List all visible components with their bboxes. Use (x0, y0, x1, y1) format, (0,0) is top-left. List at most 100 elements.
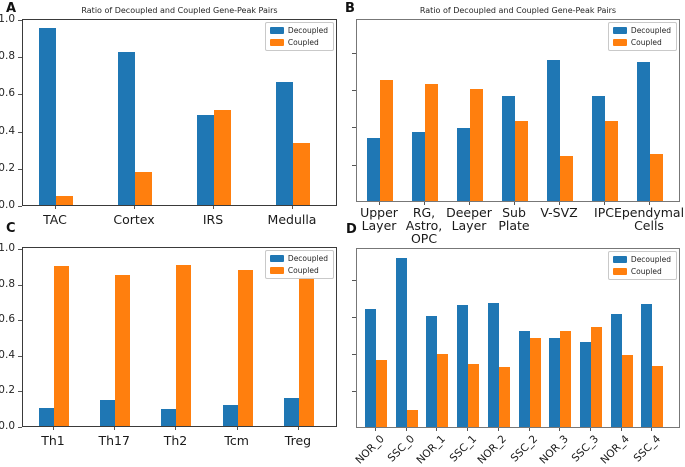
ytick-a (18, 94, 22, 96)
ytick-label-a-0-2: 0.2 (0, 161, 15, 174)
bar-b-ependymal-cells-decoupled (637, 61, 651, 201)
xtick-label-medulla: Medulla (267, 212, 317, 227)
legend-entry-coupled: Coupled (269, 38, 328, 47)
bar-b-rg-astro-opc-coupled (425, 84, 438, 201)
xtick-c (175, 427, 177, 430)
bar-d-nor-2-decoupled (487, 302, 499, 427)
bar-c-tcm-decoupled (222, 404, 238, 426)
xtick-label-ependymal-cells: Ependymal Cells (613, 205, 685, 234)
bar-a-cortex-coupled (135, 171, 152, 205)
bar-c-treg-decoupled (283, 398, 299, 426)
xtick-label-nor-3: NOR_3 (537, 433, 571, 467)
xtick-c (236, 427, 238, 430)
bar-a-medulla-decoupled (276, 82, 294, 205)
xtick-label-sub-plate: Sub Plate (498, 205, 530, 234)
legend-swatch-decoupled-icon (612, 27, 627, 35)
legend-swatch-decoupled-icon (269, 27, 284, 35)
bar-a-cortex-decoupled (118, 52, 135, 205)
xtick-a (134, 206, 135, 209)
bar-c-th2-decoupled (161, 409, 177, 426)
bar-c-th17-coupled (115, 274, 131, 426)
bar-a-irs-coupled (214, 110, 232, 205)
ytick-b (352, 52, 356, 54)
bar-d-ssc-4-decoupled (641, 303, 653, 427)
bar-b-upper-layer-decoupled (367, 137, 380, 201)
xtick-d (405, 428, 407, 431)
xtick-b (424, 202, 425, 205)
bar-a-tac-coupled (56, 195, 73, 205)
legend-entry-coupled: Coupled (612, 37, 671, 47)
bar-d-ssc-4-coupled (652, 365, 664, 427)
bar-d-ssc-2-coupled (529, 337, 541, 427)
bar-d-ssc-2-decoupled (518, 330, 530, 427)
xtick-label-tcm: Tcm (224, 433, 249, 448)
ytick-label-c-0-4: 0.4 (0, 348, 15, 361)
bar-b-deeper-layer-decoupled (457, 128, 470, 201)
legend-entry-coupled: Coupled (612, 267, 671, 276)
xtick-c (297, 427, 299, 430)
ytick-d (352, 390, 356, 392)
xtick-d (528, 428, 530, 431)
xtick-a (292, 206, 294, 209)
legend-swatch-coupled-icon (269, 38, 284, 46)
xtick-c (114, 427, 116, 430)
xtick-d (589, 428, 591, 431)
ytick-a (18, 57, 22, 59)
ytick-c (18, 427, 22, 428)
bar-a-irs-decoupled (197, 114, 215, 205)
xtick-a (55, 206, 56, 209)
ytick-b (352, 164, 356, 166)
xtick-b (649, 202, 651, 205)
chart-title-a: Ratio of Decoupled and Coupled Gene-Peak… (81, 6, 278, 15)
xtick-label-v-svz: V-SVZ (540, 205, 578, 220)
panel-label-c: C (6, 221, 16, 236)
xtick-label-th1: Th1 (41, 433, 65, 448)
ytick-label-a-0-8: 0.8 (0, 50, 15, 63)
ytick-c (18, 355, 22, 357)
bar-d-ssc-1-coupled (468, 363, 480, 427)
xtick-d (467, 428, 469, 431)
chart-title-b: Ratio of Decoupled and Coupled Gene-Peak… (419, 6, 617, 15)
legend-swatch-decoupled-icon (612, 256, 627, 264)
xtick-label-ipc: IPC (594, 205, 614, 220)
legend-swatch-coupled-icon (612, 38, 627, 46)
legend-entry-decoupled: Decoupled (269, 254, 328, 263)
bar-b-ipc-decoupled (592, 96, 606, 201)
xtick-d (651, 428, 653, 431)
ytick-c (18, 284, 22, 286)
xtick-b (559, 202, 561, 205)
ytick-d (352, 316, 356, 318)
bar-d-ssc-0-coupled (406, 410, 418, 427)
xtick-label-ssc-2: SSC_2 (508, 433, 541, 465)
bar-b-deeper-layer-coupled (470, 88, 483, 201)
bar-c-th17-decoupled (100, 400, 116, 426)
bar-b-ependymal-cells-coupled (650, 154, 664, 201)
ytick-label-a-1-0: 1.0 (0, 12, 15, 25)
bar-b-sub-plate-decoupled (502, 96, 515, 201)
xtick-label-cortex: Cortex (113, 212, 155, 227)
legend-label-coupled: Coupled (630, 37, 662, 47)
xtick-label-ssc-4: SSC_4 (631, 433, 663, 465)
bar-c-th2-coupled (176, 264, 192, 426)
ytick-a (18, 206, 22, 207)
ytick-c (18, 248, 22, 250)
xtick-label-nor-0: NOR_0 (352, 433, 387, 467)
xtick-label-upper-layer: Upper Layer (360, 205, 398, 234)
ytick-label-c-0-6: 0.6 (0, 313, 15, 326)
bar-d-nor-4-decoupled (610, 313, 622, 427)
legend-swatch-coupled-icon (269, 266, 284, 274)
bar-b-ipc-coupled (605, 120, 619, 201)
bar-d-nor-1-coupled (437, 353, 449, 427)
legend-b: Decoupled Coupled (607, 22, 677, 51)
legend-label-decoupled: Decoupled (287, 254, 328, 263)
xtick-label-irs: IRS (202, 212, 224, 227)
xtick-label-nor-1: NOR_1 (414, 433, 448, 467)
bar-b-upper-layer-coupled (380, 79, 393, 201)
ytick-label-a-0-6: 0.6 (0, 87, 15, 100)
plot-area-a: Decoupled Coupled (22, 19, 337, 206)
xtick-d (559, 428, 561, 431)
legend-entry-decoupled: Decoupled (612, 256, 671, 264)
xtick-d (620, 428, 622, 431)
bar-d-ssc-1-decoupled (457, 305, 469, 427)
